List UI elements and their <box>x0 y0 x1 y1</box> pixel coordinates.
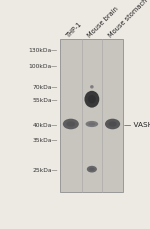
Text: Mouse brain: Mouse brain <box>86 6 120 39</box>
Ellipse shape <box>91 87 93 88</box>
Ellipse shape <box>88 95 96 104</box>
Ellipse shape <box>87 166 97 173</box>
FancyBboxPatch shape <box>60 40 123 192</box>
Text: 35kDa—: 35kDa— <box>32 138 58 143</box>
Text: 25kDa—: 25kDa— <box>32 167 58 172</box>
Text: 70kDa—: 70kDa— <box>32 85 58 90</box>
Text: — VASH1: — VASH1 <box>124 121 150 128</box>
Text: 100kDa—: 100kDa— <box>28 64 58 69</box>
Ellipse shape <box>89 168 95 171</box>
Text: Mouse stomach: Mouse stomach <box>107 0 148 39</box>
Ellipse shape <box>84 91 99 108</box>
Ellipse shape <box>90 86 94 89</box>
Ellipse shape <box>108 122 117 127</box>
Ellipse shape <box>66 122 75 127</box>
Ellipse shape <box>63 119 79 130</box>
Ellipse shape <box>88 123 95 126</box>
Text: 40kDa—: 40kDa— <box>32 122 58 127</box>
Text: THP-1: THP-1 <box>65 21 83 39</box>
Ellipse shape <box>85 121 98 128</box>
Text: 55kDa—: 55kDa— <box>32 97 58 102</box>
Ellipse shape <box>105 119 120 130</box>
Text: 130kDa—: 130kDa— <box>28 48 58 53</box>
